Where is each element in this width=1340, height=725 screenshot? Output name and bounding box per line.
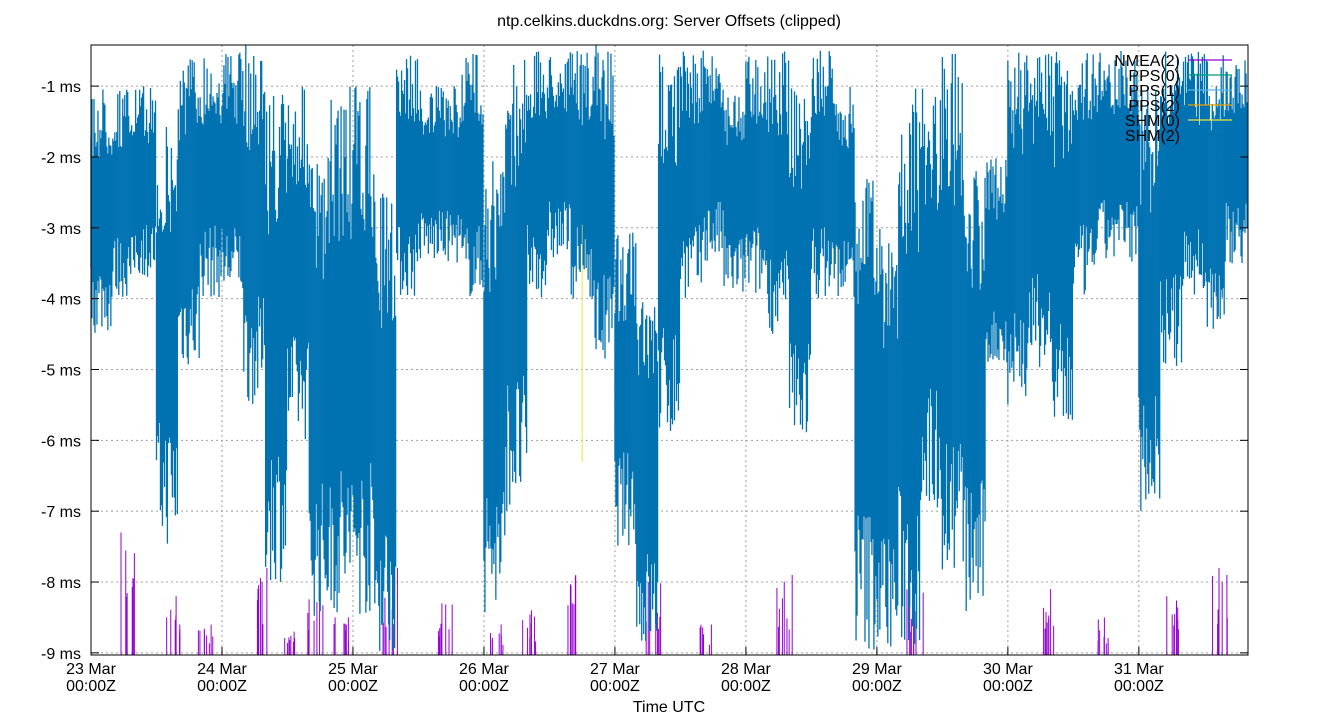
x-tick-date: 23 Mar (66, 661, 116, 678)
y-tick-label: -7 ms (41, 504, 81, 521)
plot-border (90, 44, 1249, 656)
x-tick-date: 25 Mar (328, 661, 378, 678)
y-tick-label: -8 ms (41, 575, 81, 592)
legend-label: PPS(1) (1128, 83, 1180, 100)
x-tick-time: 00:00Z (328, 678, 378, 695)
legend-label: SHM(2) (1125, 128, 1180, 145)
y-tick-label: -3 ms (41, 221, 81, 238)
x-tick-date: 29 Mar (852, 661, 902, 678)
y-tick-label: -5 ms (41, 362, 81, 379)
x-tick-date: 27 Mar (590, 661, 640, 678)
legend: NMEA(2)PPS(0)PPS(1)PPS(2)SHM(0)SHM(2) (1114, 53, 1232, 145)
x-tick-time: 00:00Z (852, 678, 902, 695)
x-tick-time: 00:00Z (983, 678, 1033, 695)
legend-label: PPS(2) (1128, 98, 1180, 115)
x-axis-label: Time UTC (633, 699, 705, 716)
x-tick-date: 30 Mar (983, 661, 1033, 678)
x-tick-time: 00:00Z (459, 678, 509, 695)
y-tick-label: -4 ms (41, 292, 81, 309)
x-tick-time: 00:00Z (66, 678, 116, 695)
chart-title: ntp.celkins.duckdns.org: Server Offsets … (497, 13, 841, 30)
x-tick-date: 24 Mar (197, 661, 247, 678)
legend-label: SHM(0) (1125, 113, 1180, 130)
legend-label: NMEA(2) (1114, 53, 1180, 70)
y-tick-label: -6 ms (41, 433, 81, 450)
legend-label: PPS(0) (1128, 68, 1180, 85)
y-tick-label: -2 ms (41, 150, 81, 167)
y-tick-label: -9 ms (41, 646, 81, 663)
x-tick-date: 31 Mar (1114, 661, 1164, 678)
y-axis: -1 ms -2 ms -3 ms -4 ms -5 ms -6 ms -7 ms -8 ms… (41, 79, 1248, 663)
y-tick-label: -1 ms (41, 79, 81, 96)
x-tick-time: 00:00Z (197, 678, 247, 695)
x-tick-time: 00:00Z (1114, 678, 1164, 695)
plot-marks (90, 45, 1248, 655)
x-tick-time: 00:00Z (721, 678, 771, 695)
x-tick-time: 00:00Z (590, 678, 640, 695)
x-tick-date: 26 Mar (459, 661, 509, 678)
x-tick-date: 28 Mar (721, 661, 771, 678)
